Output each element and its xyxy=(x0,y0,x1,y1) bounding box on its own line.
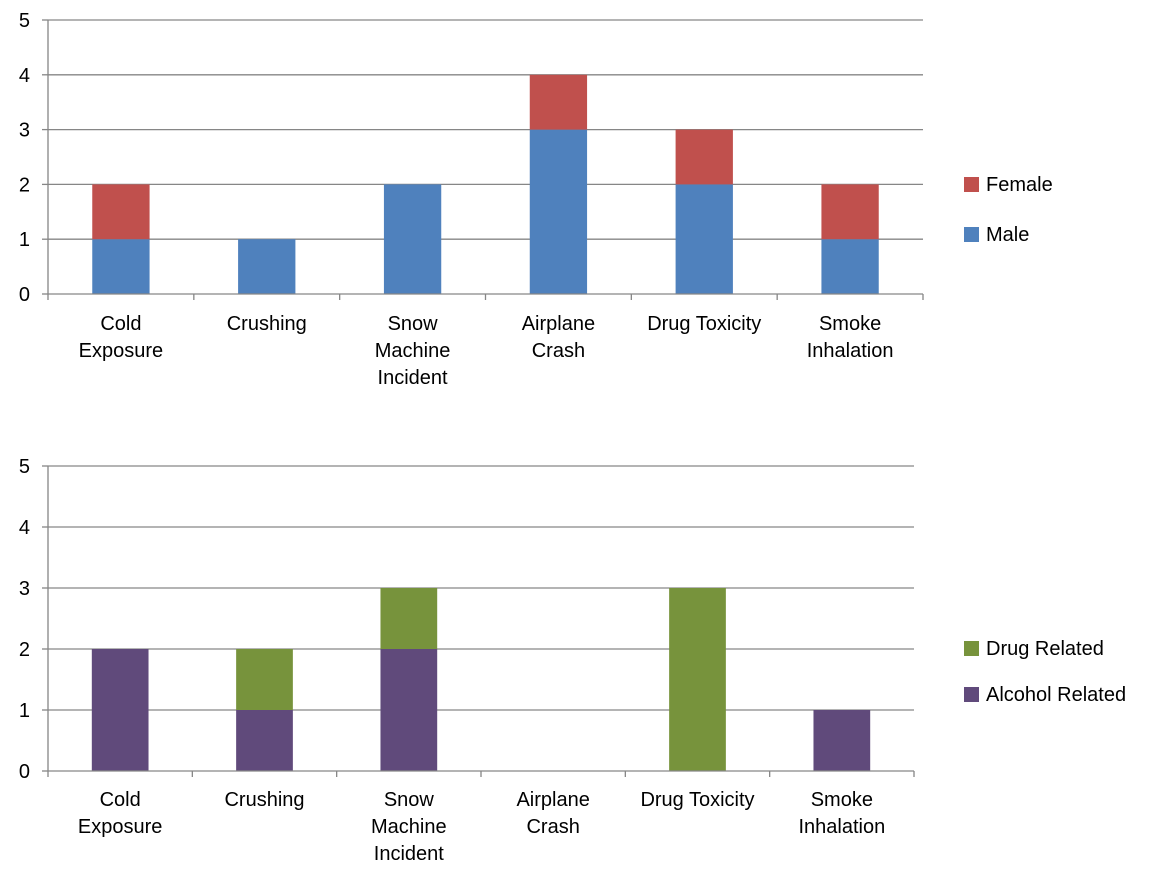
bar-female xyxy=(675,129,733,185)
bar-female xyxy=(92,184,150,240)
legend-item: Alcohol Related xyxy=(964,684,1126,706)
legend-label: Drug Related xyxy=(986,638,1104,660)
x-category-label-line: Exposure xyxy=(79,340,164,362)
x-category-label-line: Machine xyxy=(371,816,447,838)
bar-female xyxy=(821,184,879,240)
legend-swatch xyxy=(964,687,979,702)
y-tick-label: 2 xyxy=(19,639,30,661)
x-category-label-line: Airplane xyxy=(522,313,595,335)
legend-swatch xyxy=(964,177,979,192)
legend-label: Male xyxy=(986,224,1029,246)
bar-drug-related xyxy=(236,649,293,710)
x-category-label: Snow Machine Incident xyxy=(371,789,447,865)
chart-deaths-by-substance: 0 1 2 3 4 5 Cold Exposure Crushing Snow Machine Inc… xyxy=(19,456,1126,865)
x-category-label-line: Machine xyxy=(375,340,451,362)
y-tick-label: 1 xyxy=(19,229,30,251)
x-category-label-line: Snow xyxy=(388,313,439,335)
bar-alcohol-related xyxy=(380,649,438,771)
x-category-label-line: Inhalation xyxy=(807,340,894,362)
x-category-label-line: Snow xyxy=(384,789,435,811)
legend-item: Male xyxy=(964,224,1029,246)
x-category-label: Crushing xyxy=(227,313,307,335)
x-category-label: Drug Toxicity xyxy=(640,789,754,811)
y-tick-label: 5 xyxy=(19,456,30,478)
x-category-label: Cold Exposure xyxy=(78,789,163,838)
x-category-label-line: Incident xyxy=(374,843,444,865)
bar-drug-related xyxy=(380,588,438,649)
bar-male xyxy=(238,239,296,294)
legend-label: Alcohol Related xyxy=(986,684,1126,706)
y-tick-label: 3 xyxy=(19,578,30,600)
y-tick-label: 3 xyxy=(19,120,30,142)
x-category-label-line: Exposure xyxy=(78,816,163,838)
y-tick-label: 2 xyxy=(19,174,30,196)
x-category-label-line: Crash xyxy=(526,816,579,838)
x-category-label-line: Smoke xyxy=(819,313,881,335)
x-category-label: Snow Machine Incident xyxy=(375,313,451,389)
y-tick-label: 5 xyxy=(19,10,30,32)
x-category-label: Airplane Crash xyxy=(516,789,589,838)
bar-male xyxy=(383,184,442,294)
x-category-label-line: Drug Toxicity xyxy=(647,313,761,335)
x-category-label: Cold Exposure xyxy=(79,313,164,362)
x-category-label: Crushing xyxy=(224,789,304,811)
legend-swatch xyxy=(964,641,979,656)
x-category-label-line: Cold xyxy=(100,313,141,335)
x-category-label: Smoke Inhalation xyxy=(807,313,894,362)
y-tick-label: 1 xyxy=(19,700,30,722)
x-category-label-line: Cold xyxy=(100,789,141,811)
bar-alcohol-related xyxy=(813,710,871,771)
x-category-label: Drug Toxicity xyxy=(647,313,761,335)
x-category-label-line: Drug Toxicity xyxy=(640,789,754,811)
bar-male xyxy=(821,239,879,294)
bar-male xyxy=(92,239,150,294)
legend-label: Female xyxy=(986,174,1053,196)
bar-drug-related xyxy=(669,588,726,771)
y-tick-label: 0 xyxy=(19,761,30,783)
bar-alcohol-related xyxy=(236,710,293,771)
x-category-label-line: Crushing xyxy=(224,789,304,811)
chart-deaths-by-sex: 0 1 2 3 4 5 Cold Exposure Crushing Snow Machine Inc… xyxy=(19,10,1053,389)
legend-swatch xyxy=(964,227,979,242)
x-category-label: Smoke Inhalation xyxy=(798,789,885,838)
bar-alcohol-related xyxy=(91,649,149,771)
y-tick-label: 4 xyxy=(19,517,30,539)
x-category-label-line: Smoke xyxy=(811,789,873,811)
x-category-label-line: Incident xyxy=(378,367,448,389)
x-category-label-line: Crash xyxy=(532,340,585,362)
y-tick-label: 4 xyxy=(19,65,30,87)
x-category-label-line: Inhalation xyxy=(798,816,885,838)
legend-item: Drug Related xyxy=(964,638,1104,660)
bar-male xyxy=(529,129,588,294)
x-category-label-line: Airplane xyxy=(516,789,589,811)
bar-female xyxy=(529,74,588,130)
x-category-label: Airplane Crash xyxy=(522,313,595,362)
bar-male xyxy=(675,184,733,294)
legend-item: Female xyxy=(964,174,1053,196)
y-tick-label: 0 xyxy=(19,284,30,306)
x-category-label-line: Crushing xyxy=(227,313,307,335)
